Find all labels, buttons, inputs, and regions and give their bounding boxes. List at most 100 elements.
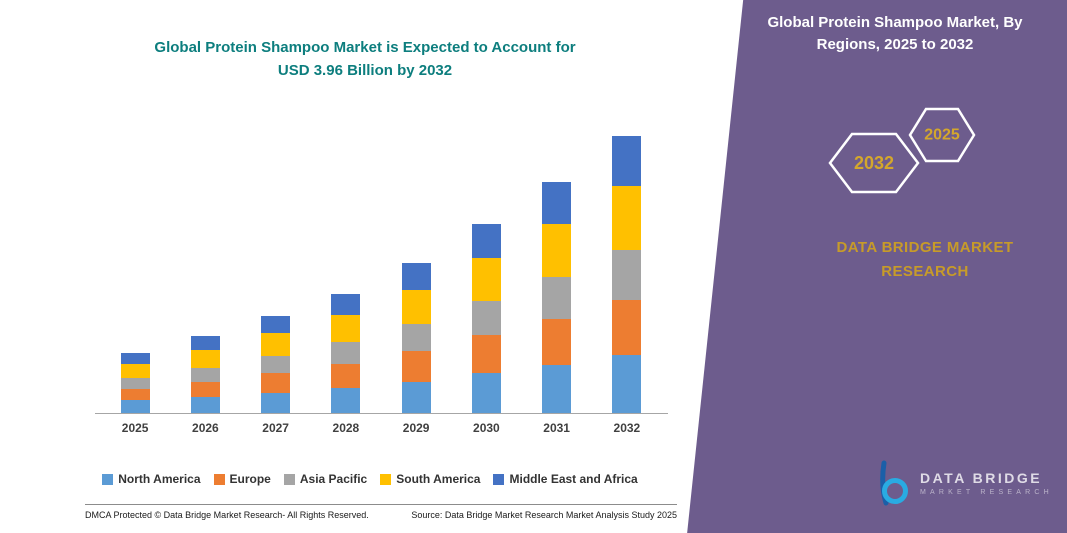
segment-asia-pacific-2025: [120, 378, 150, 389]
chart-legend: North America Europe Asia Pacific South Ame…: [60, 472, 680, 486]
logo-text-line2: MARKET RESEARCH: [920, 489, 1053, 496]
bar-slot-2027: [241, 120, 311, 413]
segment-asia-pacific-2031: [542, 277, 572, 319]
segment-asia-pacific-2032: [612, 249, 642, 300]
bar-slot-2031: [522, 120, 592, 413]
segment-asia-pacific-2029: [401, 324, 431, 352]
segment-south-america-2028: [331, 315, 361, 343]
segment-north-america-2026: [190, 396, 220, 413]
segment-north-america-2027: [261, 392, 291, 413]
segment-middle-east-and-africa-2032: [612, 135, 642, 187]
segment-middle-east-and-africa-2031: [542, 182, 572, 225]
brand-line1: DATA BRIDGE MARKET: [836, 239, 1014, 256]
segment-north-america-2028: [331, 387, 361, 413]
x-tick-2026: 2026: [192, 421, 219, 435]
legend-label: North America: [118, 472, 201, 486]
x-tick-2025: 2025: [121, 421, 149, 435]
stacked-bar-2026: [190, 336, 220, 413]
x-tick-2030: 2030: [473, 421, 500, 435]
segment-asia-pacific-2030: [471, 301, 501, 336]
stacked-bar-2031: [542, 182, 572, 413]
chart-title-line1: Global Protein Shampoo Market is Expecte…: [154, 39, 576, 56]
legend-item-europe: Europe: [213, 472, 271, 486]
segment-middle-east-and-africa-2030: [471, 224, 501, 258]
hexagon-2025-label: 2025: [924, 127, 960, 144]
segment-europe-2028: [331, 364, 361, 388]
segment-europe-2027: [261, 373, 291, 393]
source-text: Source: Data Bridge Market Research Mark…: [411, 510, 677, 520]
segment-europe-2025: [120, 388, 150, 401]
bar-slot-2026: [170, 120, 240, 413]
logo-text: DATA BRIDGE MARKET RESEARCH: [920, 470, 1053, 496]
segment-south-america-2029: [401, 289, 431, 325]
segment-asia-pacific-2026: [190, 367, 220, 382]
year-hexagon-badges: 2032 2025: [828, 107, 976, 194]
bar-slot-2029: [381, 120, 451, 413]
x-tick-2027: 2027: [262, 421, 289, 435]
segment-asia-pacific-2028: [331, 342, 361, 365]
bar-slot-2028: [311, 120, 381, 413]
segment-south-america-2027: [261, 333, 291, 356]
segment-south-america-2025: [120, 364, 150, 379]
legend-label: Europe: [229, 472, 271, 486]
bar-slot-2025: [100, 120, 170, 413]
legend-item-middle-east-and-africa: Middle East and Africa: [493, 472, 638, 486]
segment-europe-2026: [190, 381, 220, 397]
right-panel: Global Protein Shampoo Market, By Region…: [687, 0, 1067, 533]
x-tick-2031: 2031: [543, 421, 570, 435]
footer: DMCA Protected © Data Bridge Market Rese…: [85, 504, 677, 520]
x-tick-2032: 2032: [613, 421, 641, 435]
segment-north-america-2025: [120, 400, 150, 413]
stacked-bar-chart: [100, 120, 662, 413]
segment-middle-east-and-africa-2029: [401, 262, 431, 290]
legend-label: Asia Pacific: [299, 472, 368, 486]
hexagon-2032-label: 2032: [854, 153, 894, 173]
dbmr-logo: DATA BRIDGE MARKET RESEARCH: [873, 460, 1053, 506]
segment-middle-east-and-africa-2028: [331, 294, 361, 316]
segment-north-america-2032: [612, 354, 642, 413]
chart-title: Global Protein Shampoo Market is Expecte…: [60, 36, 670, 83]
bar-slot-2032: [592, 120, 662, 413]
stacked-bar-2025: [120, 352, 150, 413]
hexagon-2025: [908, 107, 976, 163]
bar-slot-2030: [451, 120, 521, 413]
stacked-bar-2027: [261, 316, 291, 413]
brand-line2: RESEARCH: [881, 263, 969, 280]
x-axis-labels: 2025 2026 2027 2028 2029 2030 2031 2032: [100, 421, 662, 435]
legend-item-south-america: South America: [380, 472, 480, 486]
legend-item-north-america: North America: [102, 472, 201, 486]
segment-europe-2029: [401, 351, 431, 382]
segment-europe-2031: [542, 318, 572, 365]
dmca-text: DMCA Protected © Data Bridge Market Rese…: [85, 510, 369, 520]
legend-item-asia-pacific: Asia Pacific: [283, 472, 368, 486]
segment-europe-2030: [471, 335, 501, 374]
segment-middle-east-and-africa-2026: [190, 336, 220, 351]
legend-swatch: [283, 473, 295, 485]
dbmr-logo-icon: [880, 460, 908, 506]
x-tick-2028: 2028: [332, 421, 360, 435]
stacked-bar-2029: [401, 262, 431, 413]
legend-swatch: [493, 473, 505, 485]
segment-south-america-2031: [542, 224, 572, 278]
segment-south-america-2026: [190, 350, 220, 368]
segment-south-america-2030: [471, 257, 501, 302]
stacked-bar-2028: [331, 294, 361, 413]
x-tick-2029: 2029: [402, 421, 430, 435]
legend-label: Middle East and Africa: [509, 472, 638, 486]
segment-asia-pacific-2027: [261, 355, 291, 374]
hexagon-2032: [828, 132, 920, 194]
stacked-bar-2032: [612, 135, 642, 413]
segment-north-america-2029: [401, 381, 431, 413]
chart-title-line2: USD 3.96 Billion by 2032: [277, 62, 453, 80]
panel-title: Global Protein Shampoo Market, By Region…: [767, 14, 1023, 53]
logo-text-line1: DATA BRIDGE: [920, 470, 1043, 486]
segment-north-america-2031: [542, 364, 572, 413]
legend-label: South America: [396, 472, 481, 486]
segment-middle-east-and-africa-2027: [261, 316, 291, 334]
stacked-bar-2030: [471, 224, 501, 413]
bars-area: [100, 120, 662, 413]
segment-north-america-2030: [471, 373, 501, 413]
legend-swatch: [380, 473, 392, 485]
segment-europe-2032: [612, 299, 642, 355]
